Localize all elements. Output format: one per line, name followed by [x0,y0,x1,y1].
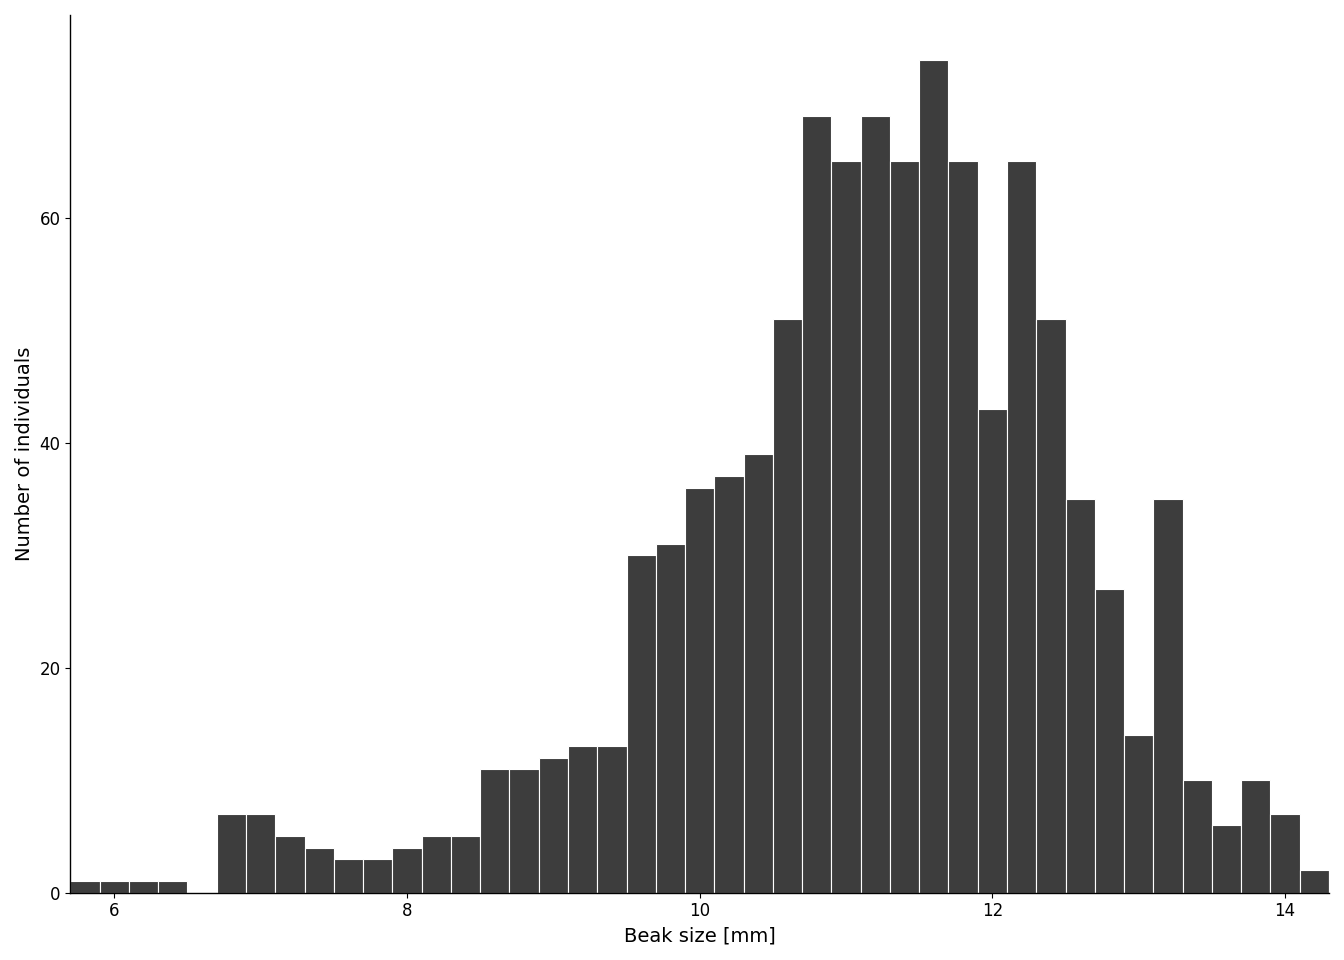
Bar [1242,780,1270,893]
Bar [1066,499,1095,893]
Bar [1270,814,1300,893]
Bar [626,555,656,893]
Bar [832,161,860,893]
Bar [1007,161,1036,893]
Bar [333,859,363,893]
Bar [99,881,129,893]
Bar [1329,870,1344,893]
Bar [685,488,715,893]
Bar [509,769,539,893]
Bar [305,848,333,893]
Bar [129,881,159,893]
Bar [216,814,246,893]
Bar [860,116,890,893]
Bar [70,881,99,893]
Y-axis label: Number of individuals: Number of individuals [15,347,34,561]
Bar [802,116,832,893]
Bar [978,409,1007,893]
Bar [422,836,450,893]
Bar [656,544,685,893]
Bar [392,848,422,893]
Bar [539,757,569,893]
X-axis label: Beak size [mm]: Beak size [mm] [624,926,775,945]
Bar [1300,870,1329,893]
Bar [246,814,276,893]
Bar [1183,780,1212,893]
Bar [480,769,509,893]
Bar [1212,826,1242,893]
Bar [1036,319,1066,893]
Bar [159,881,187,893]
Bar [276,836,305,893]
Bar [597,747,626,893]
Bar [919,60,949,893]
Bar [1153,499,1183,893]
Bar [1095,588,1124,893]
Bar [743,454,773,893]
Bar [715,476,743,893]
Bar [773,319,802,893]
Bar [890,161,919,893]
Bar [569,747,597,893]
Bar [949,161,978,893]
Bar [363,859,392,893]
Bar [450,836,480,893]
Bar [1124,735,1153,893]
